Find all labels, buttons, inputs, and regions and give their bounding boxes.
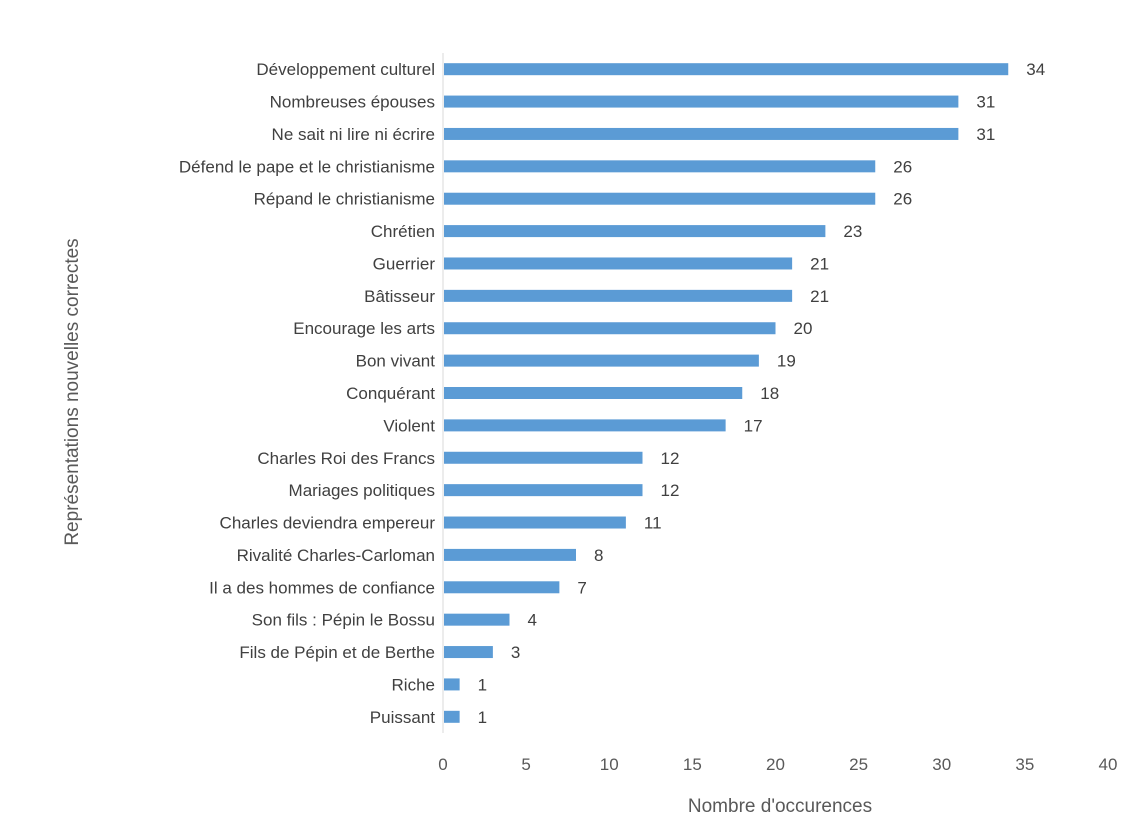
value-label: 21 (810, 287, 829, 306)
bar (444, 95, 959, 108)
category-label: Guerrier (373, 254, 436, 273)
x-tick-label: 10 (600, 755, 619, 774)
x-tick-label: 40 (1099, 755, 1118, 774)
value-label: 7 (577, 578, 586, 597)
value-label: 20 (794, 319, 813, 338)
x-tick-label: 20 (766, 755, 785, 774)
bar (444, 127, 959, 140)
category-label: Charles deviendra empereur (220, 514, 436, 533)
category-label: Son fils : Pépin le Bossu (252, 611, 435, 630)
x-tick-label: 25 (849, 755, 868, 774)
category-labels-group: Développement culturel Nombreuses épouses… (179, 60, 435, 727)
bar (444, 419, 726, 432)
bar (444, 678, 460, 691)
category-label: Nombreuses épouses (270, 93, 435, 112)
x-tick-label: 5 (521, 755, 530, 774)
category-label: Répand le christianisme (254, 190, 435, 209)
value-label: 11 (644, 514, 662, 533)
bar (444, 516, 626, 529)
category-label: Bon vivant (356, 352, 436, 371)
bars-group (444, 63, 1009, 723)
category-label: Encourage les arts (293, 319, 435, 338)
x-tick-labels-group: 0 5 10 15 20 25 30 35 40 (438, 755, 1117, 774)
value-label: 26 (893, 190, 912, 209)
value-label: 12 (661, 481, 680, 500)
x-tick-label: 35 (1015, 755, 1034, 774)
bar (444, 548, 576, 561)
category-label: Riche (392, 675, 435, 694)
value-label: 3 (511, 643, 520, 662)
category-label: Ne sait ni lire ni écrire (272, 125, 435, 144)
category-label: Violent (383, 416, 435, 435)
bar (444, 257, 793, 270)
bar (444, 354, 759, 367)
x-tick-label: 15 (683, 755, 702, 774)
x-tick-label: 0 (438, 755, 447, 774)
bar (444, 192, 876, 205)
x-axis-title: Nombre d'occurences (688, 796, 872, 814)
value-label: 31 (976, 93, 995, 112)
value-label: 21 (810, 254, 829, 273)
category-label: Conquérant (346, 384, 435, 403)
value-label: 17 (744, 416, 763, 435)
bar (444, 322, 776, 335)
value-label: 34 (1026, 60, 1045, 79)
value-label: 4 (528, 611, 537, 630)
bar (444, 451, 643, 464)
value-label: 23 (843, 222, 862, 241)
value-label: 18 (760, 384, 779, 403)
x-tick-label: 30 (932, 755, 951, 774)
category-label: Développement culturel (256, 60, 435, 79)
category-label: Chrétien (371, 222, 435, 241)
bar (444, 160, 876, 173)
bar (444, 225, 826, 238)
value-label: 1 (478, 675, 487, 694)
category-label: Fils de Pépin et de Berthe (239, 643, 435, 662)
bar (444, 646, 493, 659)
y-axis-title: Représentations nouvelles correctes (62, 238, 83, 545)
bar (444, 613, 510, 626)
value-label: 26 (893, 157, 912, 176)
bar (444, 63, 1009, 76)
category-label: Mariages politiques (289, 481, 435, 500)
value-label: 1 (478, 708, 487, 727)
value-label: 31 (976, 125, 995, 144)
bar (444, 710, 460, 723)
category-label: Bâtisseur (364, 287, 435, 306)
bar (444, 387, 743, 399)
value-label: 19 (777, 352, 796, 371)
value-label: 8 (594, 546, 603, 565)
category-label: Charles Roi des Francs (257, 449, 435, 468)
value-label: 12 (661, 449, 680, 468)
category-label: Rivalité Charles-Carloman (237, 546, 435, 565)
category-label: Il a des hommes de confiance (209, 578, 435, 597)
bar (444, 289, 793, 302)
category-label: Puissant (370, 708, 435, 727)
bar (444, 581, 560, 594)
category-label: Défend le pape et le christianisme (179, 157, 435, 176)
bar (444, 484, 643, 497)
